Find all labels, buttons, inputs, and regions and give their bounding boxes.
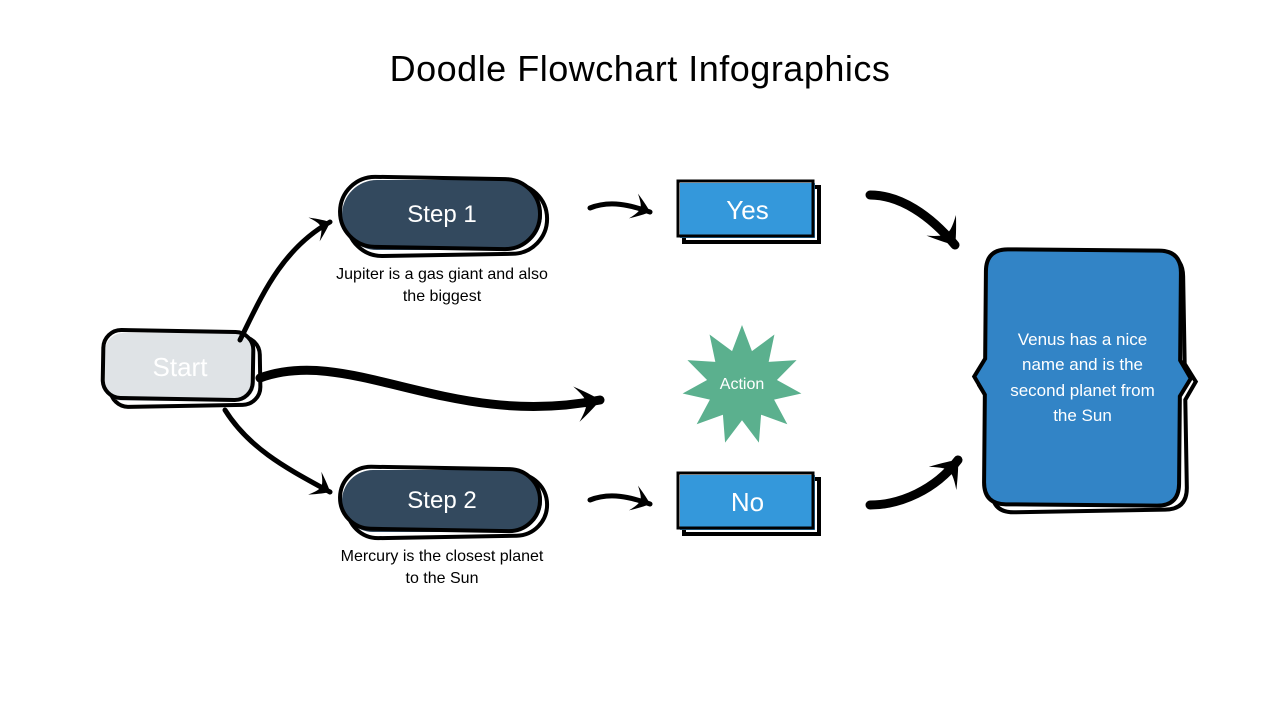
no-node-label: No	[680, 475, 815, 530]
action-node-label: Action	[682, 325, 802, 445]
step2-node-label: Step 2	[342, 470, 542, 532]
end-node-label: Venus has a nice name and is the second …	[985, 250, 1180, 505]
step2-caption: Mercury is the closest planet to the Sun	[332, 546, 552, 589]
yes-node-label: Yes	[680, 183, 815, 238]
start-node-label: Start	[105, 333, 255, 401]
step1-caption: Jupiter is a gas giant and also the bigg…	[332, 264, 552, 307]
step1-node-label: Step 1	[342, 180, 542, 250]
